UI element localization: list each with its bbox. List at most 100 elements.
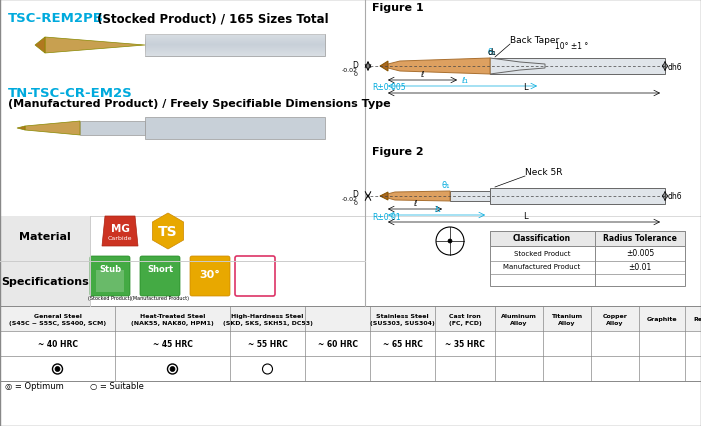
Text: Figure 2: Figure 2 [372,147,423,157]
Text: (Manufactured Product): (Manufactured Product) [131,295,189,300]
Polygon shape [45,38,145,54]
Text: Titanium
Alloy: Titanium Alloy [552,314,583,325]
Text: dh6: dh6 [668,62,683,71]
Polygon shape [380,62,388,72]
Bar [0,356,701,381]
FancyBboxPatch shape [235,256,275,296]
Text: Radius Tolerance: Radius Tolerance [603,234,677,243]
Bar [145,42,325,43]
Text: D: D [352,60,358,69]
Bar [145,49,325,50]
Polygon shape [152,213,184,249]
Bar [0,216,90,306]
Bar [365,0,701,216]
Text: TN-TSC-CR-EM2S: TN-TSC-CR-EM2S [8,87,132,100]
Text: Stub: Stub [99,264,121,273]
Bar [145,35,325,57]
Text: 0: 0 [354,71,358,76]
Circle shape [436,227,464,256]
Text: -0.02: -0.02 [342,67,358,72]
Bar [145,51,325,52]
Bar [145,40,325,41]
Text: dh6: dh6 [668,192,683,201]
FancyBboxPatch shape [140,256,180,296]
Text: ◎ = Optimum: ◎ = Optimum [5,382,64,391]
Text: (Manufactured Product) / Freely Specifiable Dimensions Type: (Manufactured Product) / Freely Specifia… [8,99,390,109]
Bar [145,53,325,54]
Text: ~ 40 HRC: ~ 40 HRC [37,340,78,349]
Text: Back Taper: Back Taper [510,36,559,45]
Circle shape [55,367,60,371]
Bar [145,35,325,36]
Text: 10° ±1 °: 10° ±1 ° [555,42,588,51]
Text: θ₁: θ₁ [488,48,496,57]
Bar [0,306,701,381]
Polygon shape [380,193,388,201]
Bar [0,0,365,216]
Bar [145,44,325,45]
Text: General Steel
(S45C ~ S55C, SS400, SCM): General Steel (S45C ~ S55C, SS400, SCM) [9,314,106,325]
Bar [0,306,701,331]
Bar [490,189,665,204]
Text: Aluminum
Alloy: Aluminum Alloy [501,314,537,325]
Text: Specifications: Specifications [1,276,89,286]
Text: Figure 1: Figure 1 [372,3,423,13]
Bar [96,271,124,292]
Bar [145,37,325,38]
Bar [145,47,325,48]
Text: D: D [352,190,358,199]
Text: Manufactured Product: Manufactured Product [503,263,580,269]
Text: Short: Short [147,264,173,273]
Bar [145,52,325,53]
Text: Stainless Steel
(SUS303, SUS304): Stainless Steel (SUS303, SUS304) [370,314,435,325]
Text: (Stocked Product): (Stocked Product) [88,295,132,300]
Text: 30°: 30° [200,269,220,279]
FancyBboxPatch shape [90,256,130,296]
Bar [145,36,325,37]
Text: Neck 5R: Neck 5R [525,167,562,177]
Text: ~ 55 HRC: ~ 55 HRC [247,340,287,349]
Text: θ₁: θ₁ [442,181,451,190]
Text: 0: 0 [354,201,358,206]
Text: ±0.005: ±0.005 [626,249,654,258]
Bar [145,38,325,39]
Bar [490,59,665,75]
Circle shape [170,367,175,371]
Text: ~ 60 HRC: ~ 60 HRC [318,340,358,349]
Text: ~ 45 HRC: ~ 45 HRC [153,340,193,349]
Polygon shape [380,192,450,201]
Text: TS: TS [158,225,178,239]
Text: ℓ₁: ℓ₁ [461,76,468,85]
Text: ℓ: ℓ [421,70,423,79]
Polygon shape [490,59,545,75]
Bar [145,39,325,40]
Text: ±0.01: ±0.01 [628,262,652,271]
Bar [450,192,490,201]
Bar [490,231,685,246]
Bar [145,54,325,55]
Text: MG: MG [111,224,130,233]
Text: High-Hardness Steel
(SKD, SKS, SKH51, DC53): High-Hardness Steel (SKD, SKS, SKH51, DC… [222,314,313,325]
FancyBboxPatch shape [190,256,230,296]
Text: L: L [523,83,527,92]
Text: -0.02: -0.02 [342,197,358,202]
Bar [490,231,685,286]
Circle shape [448,239,452,243]
Bar [0,216,365,306]
Bar [145,55,325,56]
Bar [145,56,325,57]
Polygon shape [17,127,25,131]
Bar [0,216,365,306]
Text: ○ = Suitable: ○ = Suitable [90,382,144,391]
Text: Heat-Treated Steel
(NAK55, NAK80, HPM1): Heat-Treated Steel (NAK55, NAK80, HPM1) [131,314,214,325]
Bar [145,50,325,51]
Bar [145,43,325,44]
Text: L: L [523,211,527,221]
Text: Resin: Resin [693,317,701,322]
Bar [145,48,325,49]
Text: Carbide: Carbide [108,236,132,241]
Text: Copper
Alloy: Copper Alloy [603,314,627,325]
Text: d₁: d₁ [488,48,497,57]
Text: Graphite: Graphite [647,317,677,322]
Text: ℓ: ℓ [414,199,417,207]
